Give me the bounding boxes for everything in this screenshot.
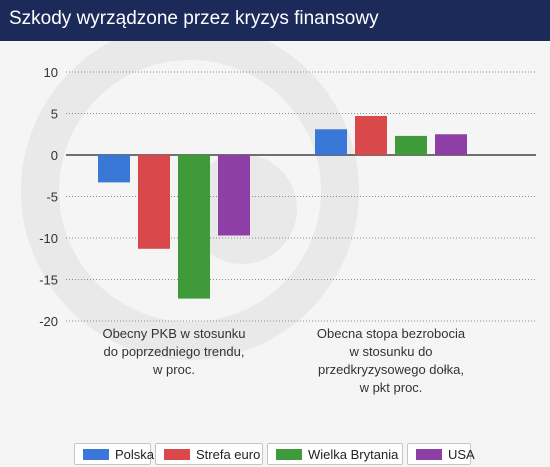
watermark-icon (21, 41, 359, 360)
legend-label: Polska (115, 447, 155, 462)
category-label: Obecny PKB w stosunku (102, 326, 245, 341)
y-tick-label: 0 (51, 148, 58, 163)
legend-swatch (276, 449, 302, 460)
legend-swatch (164, 449, 190, 460)
bar-layer (98, 115, 467, 299)
chart-header: Szkody wyrządzone przez kryzys finansowy (0, 0, 550, 41)
legend-item-polska: Polska (74, 443, 155, 465)
label-layer: 10 5 0 -5 -10 -15 -20 Obecny PKB w stosunku do p… (39, 65, 466, 395)
legend-label: Wielka Brytania (308, 447, 399, 462)
y-tick-label: -15 (39, 273, 58, 288)
bar-chart: 10 5 0 -5 -10 -15 -20 Obecny PKB w stosunku do p… (21, 41, 536, 395)
y-tick-label: 10 (44, 65, 58, 80)
category-label: w stosunku do (348, 344, 432, 359)
y-tick-label: -10 (39, 231, 58, 246)
bar-strefa-euro-1 (355, 115, 387, 155)
bar-polska-0 (98, 155, 130, 183)
y-tick-label: 5 (51, 107, 58, 122)
legend-item-strefa-euro: Strefa euro (155, 443, 263, 465)
bar-wielka-brytania-0 (178, 155, 210, 299)
chart-area: 10 5 0 -5 -10 -15 -20 Obecny PKB w stosunku do p… (0, 41, 550, 465)
bar-strefa-euro-0 (138, 155, 170, 249)
bar-usa-1 (435, 134, 467, 155)
y-tick-label: -5 (46, 190, 58, 205)
legend-item-usa: USA (407, 443, 475, 465)
legend-label: USA (448, 447, 475, 462)
bar-wielka-brytania-1 (395, 135, 427, 155)
category-label: do poprzedniego trendu, (104, 344, 245, 359)
legend-item-wielka-brytania: Wielka Brytania (267, 443, 403, 465)
bar-polska-1 (315, 129, 347, 155)
category-label: przedkryzysowego dołka, (318, 362, 464, 377)
category-label: w proc. (152, 362, 195, 377)
category-label: Obecna stopa bezrobocia (317, 326, 466, 341)
category-label: w pkt proc. (359, 380, 423, 395)
legend-label: Strefa euro (196, 447, 261, 462)
chart-title: Szkody wyrządzone przez kryzys finansowy (9, 8, 379, 29)
legend-swatch (83, 449, 109, 460)
y-tick-label: -20 (39, 314, 58, 329)
legend-swatch (416, 449, 442, 460)
bar-usa-0 (218, 155, 250, 236)
